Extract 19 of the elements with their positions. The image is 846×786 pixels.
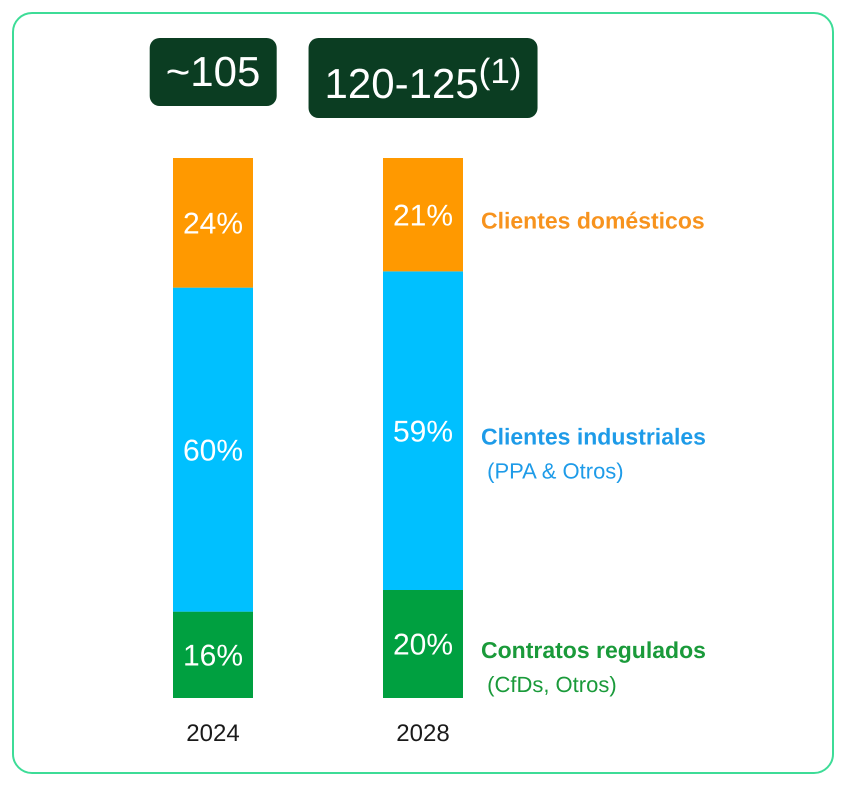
series-label: Clientes industriales (PPA & Otros) — [481, 424, 706, 484]
bar — [173, 612, 253, 698]
bar — [173, 288, 253, 612]
data-label: 21% — [392, 199, 454, 232]
series-label: Clientes domésticos — [481, 208, 705, 234]
data-label: 20% — [392, 628, 454, 662]
series-label: Contratos regulados (CfDs, Otros) — [481, 637, 706, 697]
data-label: 60% — [182, 434, 244, 468]
data-label: 59% — [392, 415, 454, 448]
bar — [383, 271, 463, 590]
x-tick-label: 2028 — [396, 720, 450, 748]
bar — [383, 590, 463, 698]
data-label: 24% — [182, 207, 244, 240]
text-badge: 120-125$^{(1)}$ — [308, 38, 538, 118]
text-badge: ~105 — [150, 38, 276, 106]
bar — [173, 158, 253, 288]
bar — [383, 158, 463, 272]
data-label: 16% — [182, 639, 244, 672]
x-tick-label: 2024 — [186, 720, 240, 748]
